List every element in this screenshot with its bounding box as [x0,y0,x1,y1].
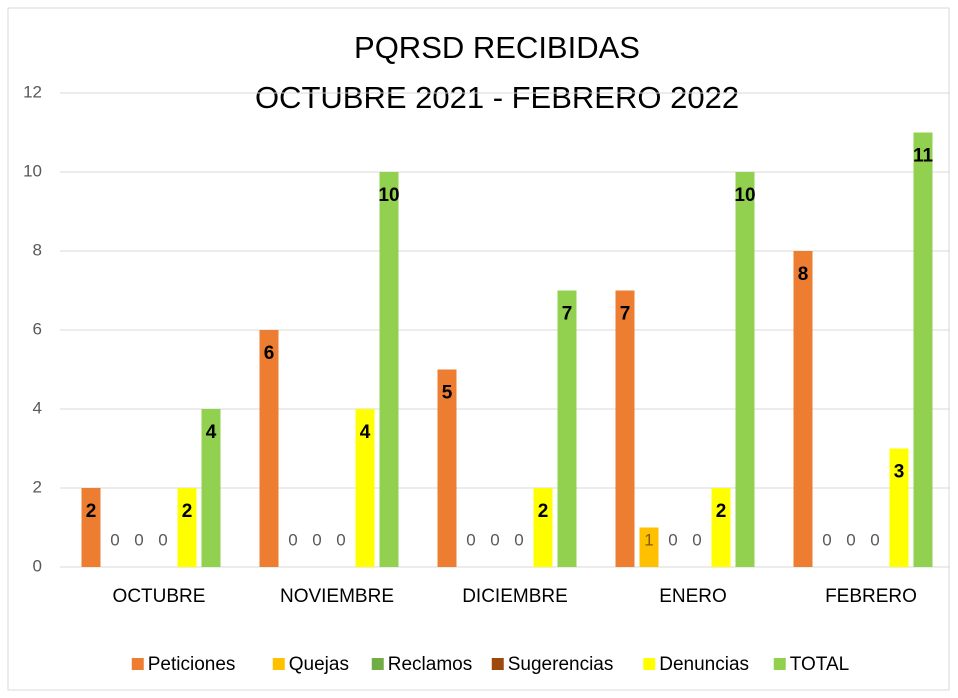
data-label: 10 [734,185,755,206]
data-label: 3 [894,462,905,483]
data-label: 2 [538,501,549,522]
data-label: 0 [514,530,523,549]
x-tick-label: NOVIEMBRE [280,586,394,607]
bar [639,527,659,567]
bar [735,172,755,567]
data-label: 0 [870,530,879,549]
chart-border [7,7,950,691]
bar [793,251,813,567]
y-tick-label: 12 [23,82,42,101]
x-tick-label: DICIEMBRE [462,586,568,607]
legend-label: TOTAL [790,654,849,675]
legend-swatch [643,658,656,670]
bar [711,488,731,567]
data-label: 11 [913,146,934,167]
data-label: 2 [86,501,97,522]
data-label: 0 [312,530,321,549]
data-label: 4 [206,422,217,443]
legend-label: Sugerencias [508,654,614,675]
legend-swatch [773,658,786,670]
legend-swatch [131,658,144,670]
legend-swatch [491,658,504,670]
legend-swatch [371,658,384,670]
bar [177,488,197,567]
data-label: 0 [134,530,143,549]
bar [355,409,375,567]
data-label: 0 [490,530,499,549]
data-label: 0 [846,530,855,549]
legend-label: Reclamos [388,654,472,675]
x-tick-label: FEBRERO [825,586,917,607]
y-tick-label: 2 [33,477,42,496]
data-label: 0 [288,530,297,549]
chart-title: PQRSD RECIBIDAS [354,30,640,65]
bar [615,290,635,567]
data-label: 7 [562,304,573,325]
data-label: 0 [692,530,701,549]
x-tick-label: OCTUBRE [113,586,206,607]
data-label: 6 [264,343,275,364]
data-label: 5 [442,383,453,404]
bar [533,488,553,567]
bar [889,448,909,567]
bar [201,409,221,567]
y-tick-label: 4 [33,398,42,417]
data-label: 7 [620,304,631,325]
y-tick-label: 6 [33,319,42,338]
legend-label: Quejas [289,654,349,675]
y-tick-label: 0 [33,556,42,575]
x-tick-label: ENERO [659,586,727,607]
bar [557,290,577,567]
data-label: 4 [360,422,371,443]
bar [259,330,279,567]
data-label: 0 [822,530,831,549]
data-label: 1 [644,530,653,549]
data-label: 0 [336,530,345,549]
bar [437,369,457,567]
chart-title: OCTUBRE 2021 - FEBRERO 2022 [255,80,739,115]
data-label: 0 [158,530,167,549]
data-label: 8 [798,264,809,285]
y-tick-label: 8 [33,240,42,259]
legend-label: Peticiones [148,654,236,675]
bar [379,172,399,567]
data-label: 0 [110,530,119,549]
bar [81,488,101,567]
data-label: 2 [182,501,193,522]
legend-swatch [272,658,285,670]
data-label: 2 [716,501,727,522]
data-label: 10 [378,185,399,206]
bar [913,132,933,567]
data-label: 0 [668,530,677,549]
y-tick-label: 10 [23,161,42,180]
data-label: 0 [466,530,475,549]
legend-label: Denuncias [659,654,749,675]
